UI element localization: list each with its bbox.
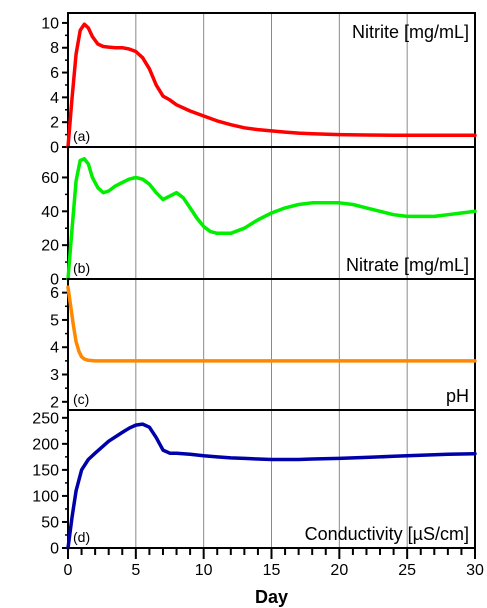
y-tick-label: 40 xyxy=(41,204,59,221)
y-tick-label: 2 xyxy=(50,115,59,132)
x-tick-label: 0 xyxy=(64,562,73,579)
series-line-d xyxy=(66,422,477,550)
panel-letter-d: (d) xyxy=(73,529,90,545)
y-tick-label: 8 xyxy=(50,40,59,57)
panel-title-b: Nitrate [mg/mL] xyxy=(346,255,469,275)
x-tick-label: 15 xyxy=(263,562,281,579)
y-tick-label: 100 xyxy=(32,488,59,505)
y-tick-label: 20 xyxy=(41,238,59,255)
y-tick-label: 10 xyxy=(41,15,59,32)
y-tick-label: 0 xyxy=(50,272,59,289)
panel-d: 0 50 100 150 200 250 (d) Conductivity [µS/cm] xyxy=(32,409,477,558)
x-tick-label: 10 xyxy=(195,562,213,579)
y-tick-label: 0 xyxy=(50,541,59,558)
x-tick-label: 5 xyxy=(131,562,140,579)
x-axis: 0 5 10 15 20 25 30 Day xyxy=(64,548,484,607)
y-tick-label: 60 xyxy=(41,170,59,187)
panel-letter-a: (a) xyxy=(73,128,90,144)
y-tick-label: 150 xyxy=(32,462,59,479)
y-tick-label: 6 xyxy=(50,65,59,82)
panel-title-c: pH xyxy=(446,386,469,406)
y-tick-label: 5 xyxy=(50,312,59,329)
y-tick-label: 2 xyxy=(50,394,59,411)
y-tick-label: 6 xyxy=(50,285,59,302)
x-tick-label: 20 xyxy=(330,562,348,579)
y-tick-label: 250 xyxy=(32,410,59,427)
y-tick-label: 200 xyxy=(32,436,59,453)
y-tick-label: 0 xyxy=(50,140,59,157)
panel-title-a: Nitrite [mg/mL] xyxy=(352,22,469,42)
panel-a: 0 2 4 6 8 10 (a) Nitrite [mg/mL] xyxy=(41,12,477,157)
y-tick-label: 4 xyxy=(50,340,59,357)
series-line-c xyxy=(66,285,477,363)
series-line-b xyxy=(66,157,477,281)
panel-letter-c: (c) xyxy=(73,391,89,407)
panel-c: 2 3 4 5 6 (c) pH xyxy=(50,278,477,411)
grid-lines xyxy=(135,13,408,548)
x-axis-title: Day xyxy=(255,587,288,607)
panel-b: 0 20 40 60 (b) Nitrate [mg/mL] xyxy=(41,146,477,289)
y-tick-label: 4 xyxy=(50,90,59,107)
panel-title-d: Conductivity [µS/cm] xyxy=(305,524,469,544)
x-tick-label: 30 xyxy=(466,562,484,579)
y-tick-label: 50 xyxy=(41,514,59,531)
x-tick-label: 25 xyxy=(398,562,416,579)
panel-letter-b: (b) xyxy=(73,260,90,276)
y-tick-label: 3 xyxy=(50,367,59,384)
series-line-a xyxy=(66,22,477,149)
